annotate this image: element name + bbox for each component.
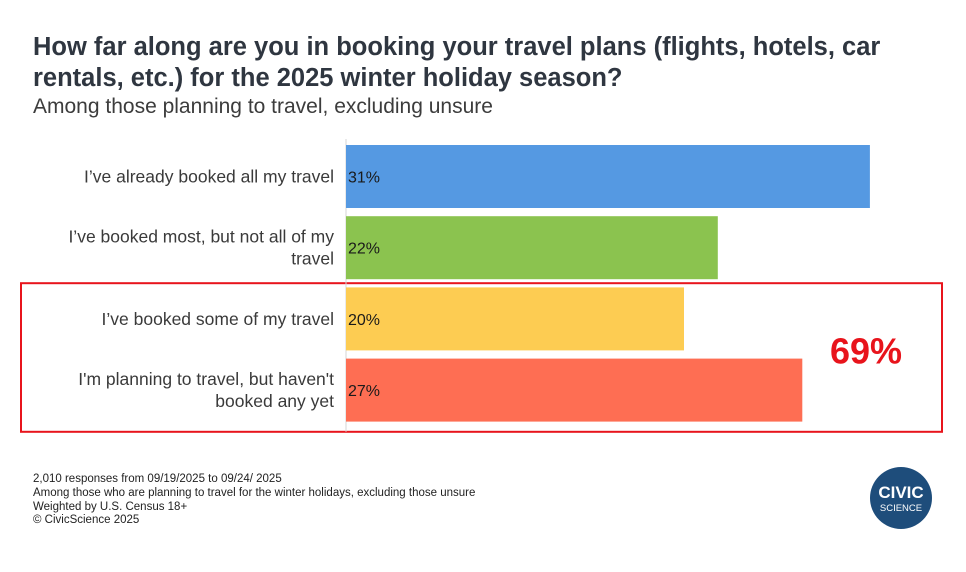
highlight-box xyxy=(20,282,943,433)
footnotes: 2,010 responses from 09/19/2025 to 09/24… xyxy=(33,473,475,528)
bar xyxy=(346,358,803,422)
bar-value-label: 22% xyxy=(348,241,380,258)
highlight-total-label: 69% xyxy=(830,331,902,372)
category-label: I'm planning to travel, but haven't booke… xyxy=(78,369,334,411)
chart-subtitle: Among those planning to travel, excludin… xyxy=(33,95,493,118)
logo-text-science: SCIENCE xyxy=(880,503,922,514)
logo-text-civic: CIVIC xyxy=(878,483,923,502)
category-label: I’ve booked some of my travel xyxy=(102,309,334,329)
chart-title: How far along are you in booking your tr… xyxy=(33,33,881,92)
bar-value-label: 31% xyxy=(348,170,380,187)
bar xyxy=(346,216,718,280)
footnote-copyright: © CivicScience 2025 xyxy=(33,514,140,527)
footnote-weighting: Weighted by U.S. Census 18+ xyxy=(33,500,188,513)
category-label: I’ve already booked all my travel xyxy=(84,167,334,187)
category-label: I’ve booked most, but not all of my trave… xyxy=(68,227,334,269)
footnote-population: Among those who are planning to travel f… xyxy=(33,486,476,499)
bar xyxy=(346,145,870,208)
civicscience-logo: CIVIC SCIENCE xyxy=(870,467,932,529)
bar-value-label: 27% xyxy=(348,383,380,400)
bar-value-label: 20% xyxy=(348,312,380,329)
bar xyxy=(346,287,684,351)
footnote-responses: 2,010 responses from 09/19/2025 to 09/24… xyxy=(33,473,282,485)
